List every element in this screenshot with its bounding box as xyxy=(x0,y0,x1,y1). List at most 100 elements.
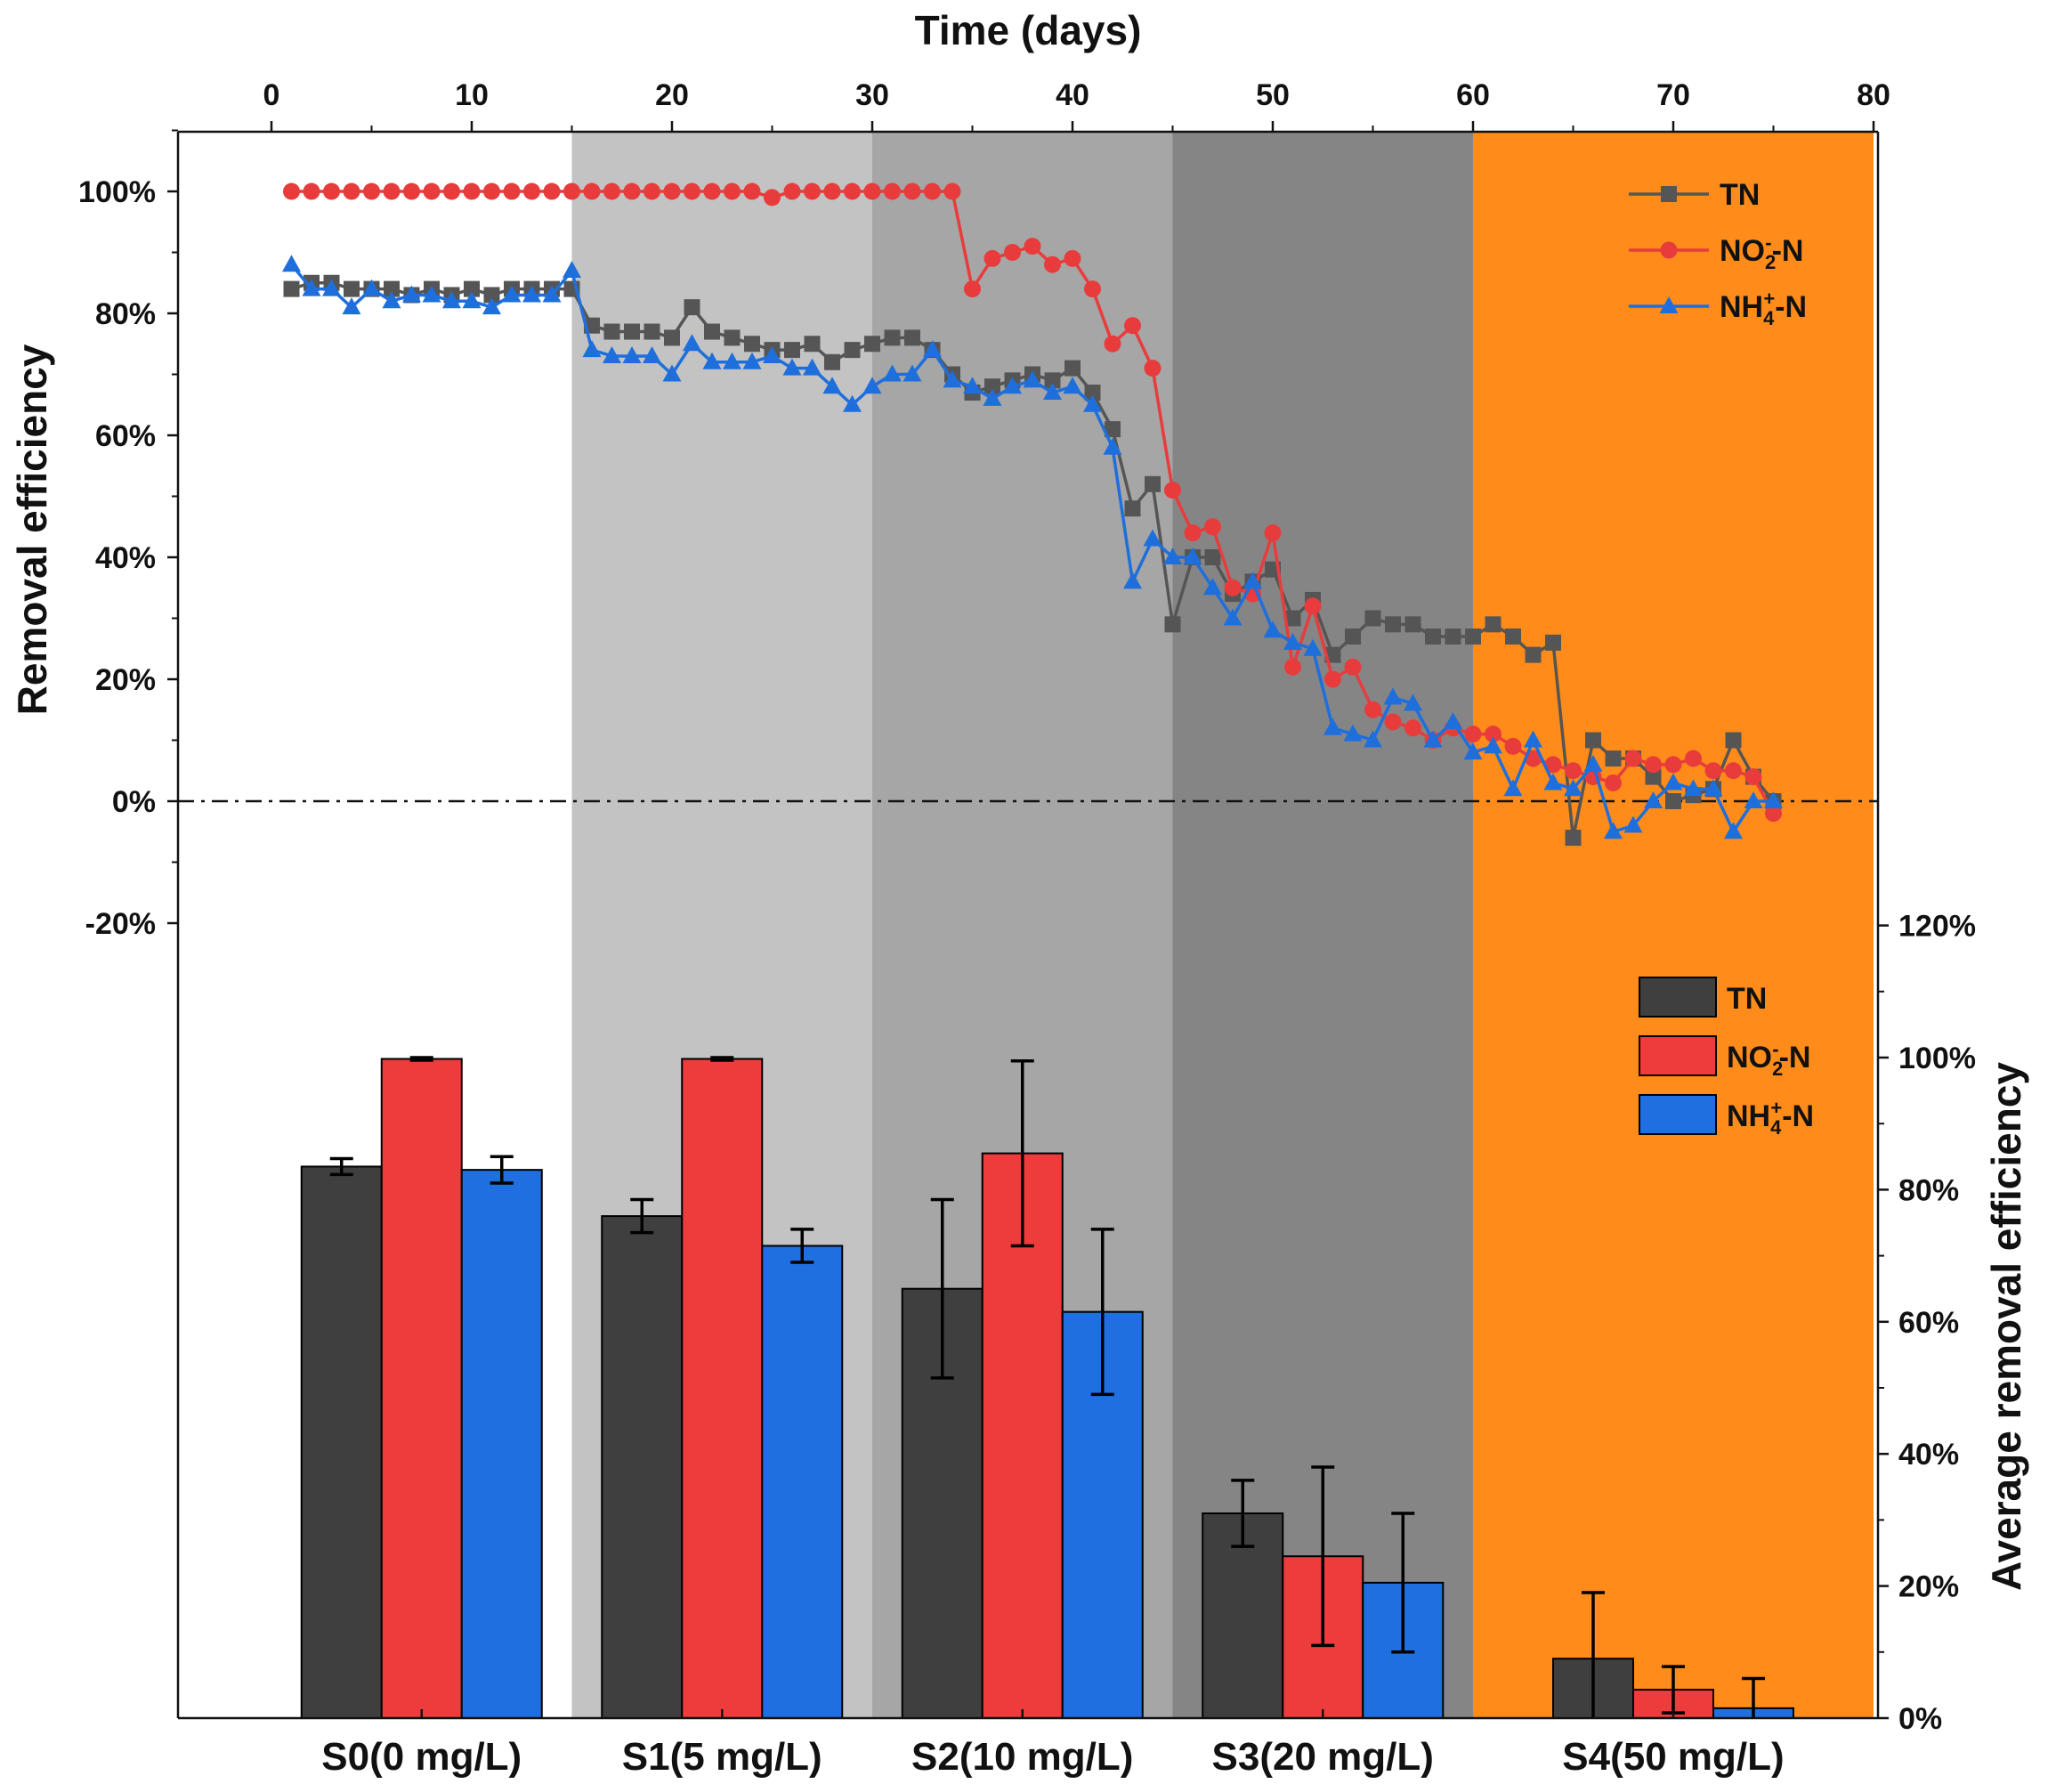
series-1-point-28 xyxy=(844,182,861,200)
series-0-point-55 xyxy=(1385,616,1401,633)
series-1-point-51 xyxy=(1304,597,1322,615)
left-tick-label-3: 40% xyxy=(95,541,156,575)
series-0-point-64 xyxy=(1565,830,1582,847)
series-2-point-24 xyxy=(763,345,781,363)
series-1-point-29 xyxy=(863,182,881,200)
bar-legend-label-1: NO2--N xyxy=(1727,1038,1810,1080)
series-0-point-35 xyxy=(984,378,1000,395)
series-0-point-58 xyxy=(1445,628,1461,645)
series-1-point-19 xyxy=(663,182,681,200)
series-2-point-3 xyxy=(342,297,361,315)
series-2-point-28 xyxy=(843,394,862,412)
series-1-point-47 xyxy=(1224,579,1242,596)
series-1-point-38 xyxy=(1044,255,1061,273)
bar-legend-swatch-0 xyxy=(1639,977,1717,1018)
series-0-point-63 xyxy=(1545,634,1561,651)
series-2-point-33 xyxy=(943,370,962,388)
series-2-point-37 xyxy=(1023,370,1042,388)
series-2-point-42 xyxy=(1123,572,1142,589)
series-2-point-26 xyxy=(803,358,822,376)
series-0-point-0 xyxy=(283,280,300,297)
series-0-point-66 xyxy=(1605,750,1622,767)
series-0-point-5 xyxy=(384,280,400,297)
series-1-point-61 xyxy=(1504,737,1522,755)
left-tick-label-6: -20% xyxy=(85,907,156,941)
series-0-point-61 xyxy=(1505,628,1521,645)
axes: S0(0 mg/L) S1(5 mg/L) S2(10 mg/L) S3(20 mg/… xyxy=(9,7,2029,1779)
series-0-point-20 xyxy=(684,299,700,316)
series-0-point-17 xyxy=(624,323,640,340)
series-2-point-1 xyxy=(302,279,321,296)
series-1-point-74 xyxy=(1765,805,1782,823)
series-1-point-72 xyxy=(1725,762,1742,780)
top-tick-label-7: 70 xyxy=(1656,78,1690,112)
series-1-point-60 xyxy=(1485,726,1502,743)
series-0-point-46 xyxy=(1204,549,1221,565)
line-group xyxy=(178,182,1878,847)
series-0-point-38 xyxy=(1044,372,1061,389)
series-1-point-41 xyxy=(1104,335,1121,353)
series-1-point-63 xyxy=(1544,756,1562,774)
series-1-point-64 xyxy=(1565,762,1582,780)
series-2-point-19 xyxy=(662,364,682,382)
series-0-point-30 xyxy=(884,329,901,346)
bar-legend-label-0: TN xyxy=(1727,982,1767,1016)
stage-band-4 xyxy=(1473,132,1874,1718)
series-2-point-17 xyxy=(622,345,642,363)
left-axis-title: Removal efficiency xyxy=(9,344,55,715)
series-1-point-70 xyxy=(1685,750,1702,767)
series-2-point-55 xyxy=(1383,687,1403,705)
series-2-point-44 xyxy=(1163,547,1182,564)
series-1-point-35 xyxy=(983,249,1001,267)
series-2-point-4 xyxy=(362,279,381,296)
left-tick-label-4: 20% xyxy=(95,663,156,697)
series-2-point-27 xyxy=(822,377,842,394)
series-0-point-50 xyxy=(1284,610,1301,627)
series-0-point-59 xyxy=(1465,628,1481,645)
bar-legend-label-2: NH4+-N xyxy=(1727,1097,1814,1139)
series-1-point-22 xyxy=(724,182,741,200)
series-1-point-10 xyxy=(483,182,500,200)
line-legend-marker-1 xyxy=(1660,241,1678,259)
series-2-point-59 xyxy=(1463,742,1483,760)
series-2-point-15 xyxy=(582,340,602,358)
category-label-2: S2(10 mg/L) xyxy=(911,1735,1133,1779)
series-1-point-23 xyxy=(743,182,761,200)
right-tick-label-4: 40% xyxy=(1898,1438,1959,1472)
series-2-point-73 xyxy=(1744,791,1763,808)
series-0-point-16 xyxy=(603,323,620,340)
series-0-point-57 xyxy=(1425,628,1441,645)
series-1-point-18 xyxy=(644,182,660,200)
series-2-point-11 xyxy=(502,285,522,303)
series-0-point-68 xyxy=(1645,768,1662,785)
bar-1-1 xyxy=(681,1058,764,1719)
series-1-point-34 xyxy=(964,280,981,298)
bar-0-1 xyxy=(380,1058,463,1719)
left-tick-label-1: 80% xyxy=(95,297,156,331)
series-2-point-23 xyxy=(742,352,762,369)
series-2-point-70 xyxy=(1684,779,1703,797)
series-1-point-46 xyxy=(1204,518,1221,536)
series-1-point-1 xyxy=(303,182,320,200)
series-2-point-16 xyxy=(603,345,621,363)
series-0-point-29 xyxy=(864,336,880,353)
series-2-point-5 xyxy=(382,291,401,309)
series-1-point-31 xyxy=(903,182,921,200)
series-2-point-58 xyxy=(1444,711,1462,729)
series-2-point-66 xyxy=(1604,822,1623,839)
series-1-point-59 xyxy=(1464,726,1482,743)
series-1-point-4 xyxy=(363,182,380,200)
series-0-point-18 xyxy=(644,323,660,340)
series-2-point-2 xyxy=(322,279,341,296)
series-2-point-9 xyxy=(462,291,482,309)
series-0-point-54 xyxy=(1364,610,1381,627)
series-2-point-6 xyxy=(402,285,421,303)
top-tick-label-0: 0 xyxy=(263,78,280,112)
line-legend-label-1: NO2--N xyxy=(1720,231,1803,273)
series-1-point-43 xyxy=(1144,360,1162,377)
series-2-point-53 xyxy=(1343,724,1363,742)
series-2-point-48 xyxy=(1243,572,1262,589)
series-1-point-16 xyxy=(603,182,620,200)
series-2-point-71 xyxy=(1704,779,1723,797)
